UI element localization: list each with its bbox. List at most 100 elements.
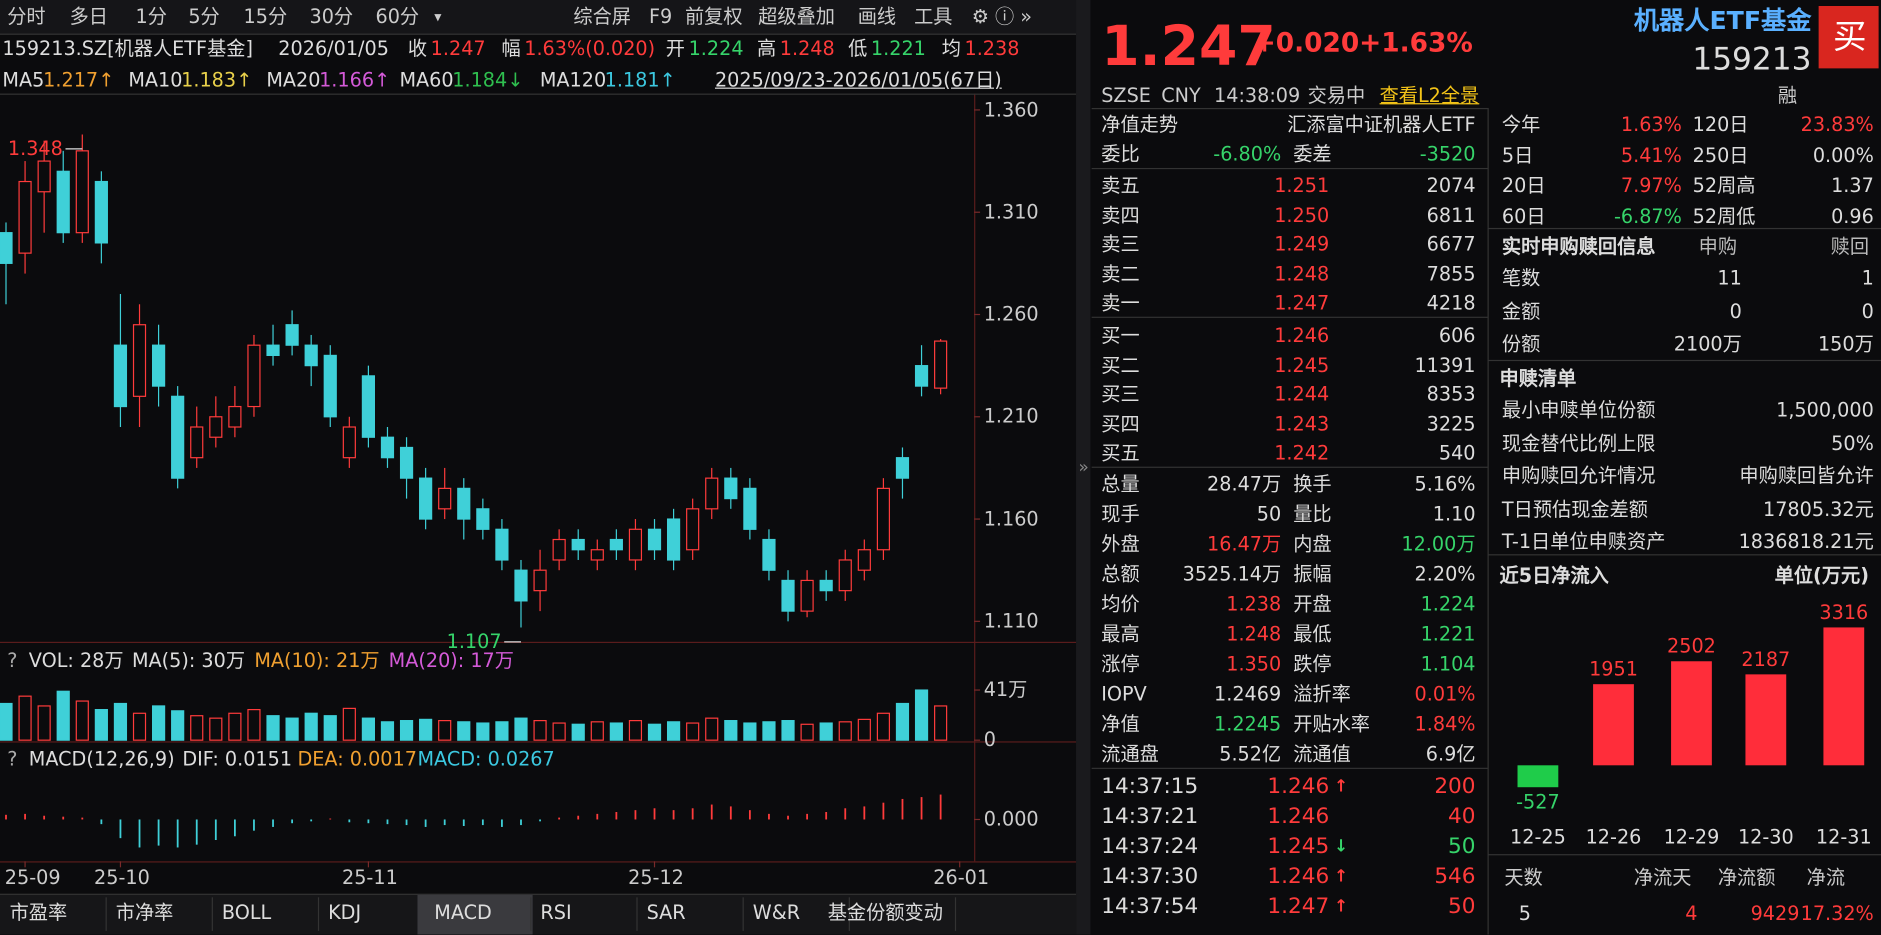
tab[interactable]: W&R <box>752 900 801 924</box>
volume-bar <box>762 721 776 741</box>
divider <box>1487 554 1881 556</box>
return-value: 5.41% <box>1620 143 1682 167</box>
volume-bar <box>285 717 299 741</box>
help-icon[interactable]: ? <box>7 648 18 672</box>
fund-name: 汇添富中证机器人ETF <box>1287 112 1476 136</box>
toolbar-icons[interactable]: ⚙ ⓘ » <box>971 4 1033 28</box>
help-icon[interactable]: ? <box>7 747 18 771</box>
stat-label: 内盘 <box>1293 532 1332 556</box>
candle-body <box>724 477 738 500</box>
book-label: 买五 <box>1101 441 1140 465</box>
date: 2026/01/05 <box>278 37 389 60</box>
quote-label: 收 <box>407 37 428 60</box>
tab[interactable]: 基金份额变动 <box>827 900 943 924</box>
section-title: 实时申购赎回信息 <box>1501 235 1656 258</box>
volume-bar <box>914 689 929 741</box>
security-code: 159213.SZ[机器人ETF基金] <box>2 37 253 60</box>
period-button[interactable]: 1分 <box>135 4 167 28</box>
return-label: 5日 <box>1501 143 1534 167</box>
candle-body <box>647 528 662 551</box>
candle-body <box>800 579 814 612</box>
candle-body <box>285 324 299 346</box>
x-tick-label: 25-09 <box>4 866 61 889</box>
divider <box>1487 107 1489 935</box>
volume-bar <box>686 722 700 741</box>
return-value: 0.00% <box>1812 143 1874 167</box>
stat-value: 3525.14万 <box>1182 562 1282 586</box>
period-button[interactable]: 分时 <box>7 4 46 28</box>
candle-body <box>0 232 13 264</box>
tool-button[interactable]: 综合屏 <box>573 4 632 28</box>
security-code: 159213 <box>1692 41 1812 78</box>
candle-body <box>37 160 51 193</box>
tool-button[interactable]: 超级叠加 <box>758 4 835 28</box>
return-label: 20日 <box>1501 173 1546 197</box>
y-tick-label: 1.210 <box>983 404 1039 428</box>
buy-button-label[interactable]: 买 <box>1833 16 1867 57</box>
row-label: 份额 <box>1501 332 1541 356</box>
tab-divider <box>105 897 107 931</box>
book-price: 1.251 <box>1274 173 1330 197</box>
volume-bar <box>895 702 910 741</box>
candle-body <box>819 579 833 592</box>
stat-label: IOPV <box>1101 682 1147 706</box>
volume-bar <box>476 722 490 741</box>
stat-label: 总量 <box>1101 472 1140 496</box>
tab[interactable]: MACD <box>434 900 492 924</box>
l2-link[interactable]: 查看L2全景 <box>1379 83 1480 107</box>
last-price: 1.247 <box>1101 13 1276 78</box>
candle-body <box>838 559 852 592</box>
volume-bar <box>419 718 433 741</box>
tab[interactable]: 市盈率 <box>9 900 68 924</box>
stat-label: 溢折率 <box>1293 682 1351 706</box>
tool-button[interactable]: F9 <box>648 4 673 28</box>
return-value: 7.97% <box>1620 173 1682 197</box>
tab[interactable]: KDJ <box>328 900 362 924</box>
chart-title: 近5日净流入 <box>1499 563 1609 587</box>
tool-button[interactable]: 前复权 <box>684 4 743 28</box>
period-button[interactable]: 60分 <box>375 4 420 28</box>
tab[interactable]: SAR <box>646 900 686 924</box>
period-button[interactable]: 5分 <box>188 4 220 28</box>
tab[interactable]: BOLL <box>221 900 272 924</box>
book-price: 1.244 <box>1274 382 1330 406</box>
book-price: 1.242 <box>1274 441 1330 465</box>
divider <box>1091 767 1488 769</box>
volume-bar <box>247 709 261 741</box>
candle-body <box>857 549 871 571</box>
book-label: 卖五 <box>1101 173 1140 197</box>
nav-link[interactable]: 净值走势 <box>1101 112 1179 136</box>
stat-label: 流通值 <box>1293 742 1351 766</box>
trade-price: 1.246 <box>1267 803 1330 829</box>
tool-button[interactable]: 画线 <box>857 4 897 28</box>
candle-body <box>514 569 528 602</box>
ma-value: 1.181↑ <box>604 68 676 92</box>
row-label: 最小申赎单位份额 <box>1501 398 1656 422</box>
volume-bar <box>457 721 471 741</box>
period-button[interactable]: 30分 <box>309 4 354 28</box>
inflow-category: 12-26 <box>1585 825 1642 849</box>
y-tick-label: 0.000 <box>983 807 1039 831</box>
row-value: 11 <box>1717 266 1742 290</box>
tool-button[interactable]: 工具 <box>914 4 953 28</box>
margin-tag: 融 <box>1777 83 1798 107</box>
divider <box>1487 227 1881 230</box>
period-button[interactable]: 多日 <box>69 4 108 28</box>
return-label: 60日 <box>1501 204 1546 228</box>
stat-value: 1.224 <box>1420 592 1476 616</box>
buy-button[interactable] <box>1818 5 1879 69</box>
quote-value: 1.63%(0.020) <box>524 37 656 60</box>
volume-bar <box>934 705 948 741</box>
macd-header: MACD(12,26,9) <box>28 747 175 771</box>
period-more[interactable]: ▾ <box>434 8 442 26</box>
inflow-label: 2187 <box>1741 647 1791 671</box>
tab[interactable]: RSI <box>540 900 572 924</box>
candle-body <box>304 344 318 367</box>
period-button[interactable]: 15分 <box>243 4 288 28</box>
divider <box>1091 466 1488 468</box>
book-label: 卖一 <box>1101 291 1140 315</box>
side-strip[interactable] <box>1076 0 1091 935</box>
tab[interactable]: 市净率 <box>115 900 174 924</box>
